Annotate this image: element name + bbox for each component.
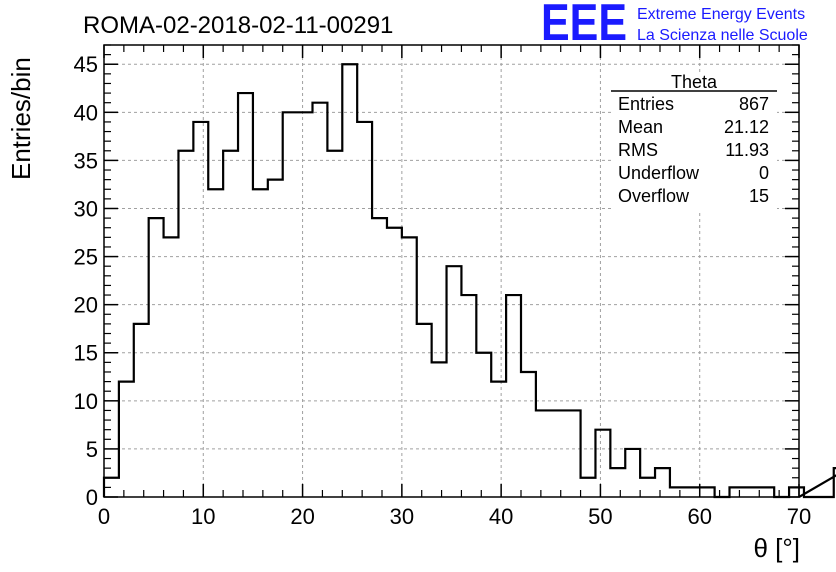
plot-frame bbox=[103, 44, 800, 498]
stats-value-underflow: 0 bbox=[759, 163, 769, 183]
y-axis-title: Entries/bin bbox=[6, 57, 36, 180]
stats-label-mean: Mean bbox=[618, 117, 663, 137]
x-tick-label: 20 bbox=[290, 504, 314, 529]
stats-value-rms: 11.93 bbox=[725, 140, 769, 160]
y-tick-label: 40 bbox=[74, 100, 98, 125]
y-tick-label: 0 bbox=[86, 485, 98, 510]
logo-mark: EEE bbox=[541, 0, 627, 52]
y-tick-label: 30 bbox=[74, 196, 98, 221]
stats-value-mean: 21.12 bbox=[724, 117, 769, 137]
eee-logo: EEE Extreme Energy Events La Scienza nel… bbox=[541, 0, 808, 52]
x-tick-label: 0 bbox=[98, 504, 110, 529]
x-axis-title: θ [°] bbox=[753, 533, 800, 563]
x-tick-label: 10 bbox=[191, 504, 215, 529]
x-tick-label: 50 bbox=[588, 504, 612, 529]
stats-box-title: Theta bbox=[671, 72, 718, 92]
stats-box: Theta Entries 867 Mean 21.12 RMS 11.93 U… bbox=[611, 72, 777, 210]
y-tick-label: 45 bbox=[74, 52, 98, 77]
x-tick-label: 60 bbox=[687, 504, 711, 529]
stats-box-background bbox=[611, 74, 777, 210]
x-tick-label: 30 bbox=[390, 504, 414, 529]
stats-value-entries: 867 bbox=[739, 94, 769, 114]
logo-line-1: Extreme Energy Events bbox=[637, 6, 805, 23]
x-tick-label: 40 bbox=[489, 504, 513, 529]
y-tick-label: 20 bbox=[74, 293, 98, 318]
grid-lines bbox=[104, 45, 799, 497]
stats-label-overflow: Overflow bbox=[618, 186, 690, 206]
y-tick-label: 5 bbox=[86, 437, 98, 462]
stats-label-rms: RMS bbox=[618, 140, 658, 160]
logo-line-2: La Scienza nelle Scuole bbox=[637, 27, 808, 44]
stats-label-entries: Entries bbox=[618, 94, 674, 114]
x-tick-label: 70 bbox=[787, 504, 811, 529]
axis-ticks bbox=[103, 44, 800, 498]
stats-label-underflow: Underflow bbox=[618, 163, 700, 183]
y-tick-label: 10 bbox=[74, 389, 98, 414]
y-tick-label: 15 bbox=[74, 341, 98, 366]
chart-title: ROMA-02-2018-02-11-00291 bbox=[83, 12, 393, 39]
stats-value-overflow: 15 bbox=[749, 186, 769, 206]
histogram-outline bbox=[102, 63, 836, 499]
y-tick-label: 25 bbox=[74, 245, 98, 270]
axis-tick-labels: 0 10 20 30 40 50 60 70 0 5 10 15 20 25 30 35 40 45 bbox=[74, 52, 812, 529]
y-tick-label: 35 bbox=[74, 148, 98, 173]
